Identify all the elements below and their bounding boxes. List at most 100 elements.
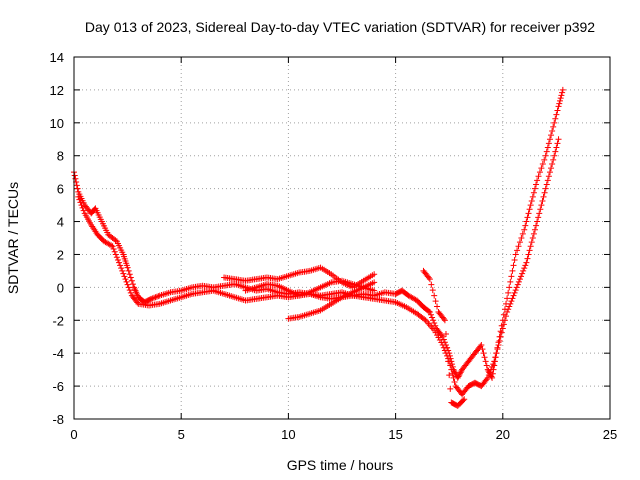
data-point bbox=[446, 372, 453, 379]
data-point bbox=[539, 160, 546, 167]
data-point bbox=[515, 243, 522, 250]
data-point bbox=[111, 248, 118, 255]
data-point bbox=[516, 276, 523, 283]
data-point bbox=[554, 140, 561, 147]
data-point bbox=[124, 264, 131, 271]
x-tick-label: 20 bbox=[496, 427, 510, 442]
data-point bbox=[447, 362, 454, 369]
data-point bbox=[508, 298, 515, 305]
data-point bbox=[554, 107, 561, 114]
data-point bbox=[496, 337, 503, 344]
data-point bbox=[519, 270, 526, 277]
data-point bbox=[549, 160, 556, 167]
data-point bbox=[546, 169, 553, 176]
y-tick-label: -2 bbox=[52, 313, 64, 328]
data-point bbox=[485, 372, 492, 379]
data-point bbox=[509, 267, 516, 274]
data-point bbox=[444, 352, 451, 359]
data-point bbox=[518, 273, 525, 280]
data-point bbox=[538, 165, 545, 172]
data-point bbox=[555, 103, 562, 110]
x-tick-label: 25 bbox=[603, 427, 617, 442]
data-point bbox=[441, 317, 448, 324]
data-point bbox=[533, 181, 540, 188]
data-point bbox=[125, 284, 132, 291]
data-point bbox=[527, 202, 534, 209]
y-axis-label: SDTVAR / TECUs bbox=[5, 182, 21, 294]
data-point bbox=[149, 295, 156, 302]
data-point bbox=[444, 344, 451, 351]
data-point bbox=[511, 256, 518, 263]
data-point bbox=[495, 341, 502, 348]
data-point bbox=[535, 173, 542, 180]
data-point bbox=[500, 321, 507, 328]
y-tick-label: -6 bbox=[52, 379, 64, 394]
data-point bbox=[77, 199, 84, 206]
data-point bbox=[450, 374, 457, 381]
data-point bbox=[483, 362, 490, 369]
data-point bbox=[493, 350, 500, 357]
data-point bbox=[461, 396, 468, 403]
y-tick-label: 10 bbox=[50, 116, 64, 131]
data-point bbox=[505, 289, 512, 296]
data-point bbox=[499, 325, 506, 332]
x-tick-label: 5 bbox=[178, 427, 185, 442]
data-point bbox=[552, 148, 559, 155]
data-point bbox=[440, 336, 447, 343]
data-point bbox=[112, 251, 119, 258]
y-tick-label: 4 bbox=[57, 215, 64, 230]
data-point bbox=[524, 214, 531, 221]
data-point bbox=[488, 373, 495, 380]
plot-frame bbox=[73, 56, 611, 420]
data-point bbox=[541, 156, 548, 163]
data-point bbox=[506, 303, 513, 310]
data-point bbox=[507, 278, 514, 285]
data-point bbox=[432, 322, 439, 329]
data-point bbox=[483, 376, 490, 383]
data-point bbox=[119, 267, 126, 274]
data-point bbox=[504, 295, 511, 302]
data-point bbox=[74, 185, 81, 192]
data-point bbox=[432, 298, 439, 305]
data-point bbox=[542, 185, 549, 192]
data-point bbox=[533, 222, 540, 229]
y-tick-label: 8 bbox=[57, 149, 64, 164]
data-point bbox=[124, 281, 131, 288]
data-point bbox=[526, 247, 533, 254]
data-point bbox=[109, 243, 116, 250]
data-point bbox=[451, 378, 458, 385]
data-point bbox=[506, 284, 513, 291]
axis-ticks bbox=[73, 56, 611, 420]
data-point bbox=[426, 276, 433, 283]
data-point bbox=[439, 333, 446, 340]
data-point bbox=[478, 341, 485, 348]
data-point bbox=[445, 358, 452, 365]
data-point bbox=[123, 278, 130, 285]
data-point bbox=[155, 293, 162, 300]
data-point bbox=[439, 341, 446, 348]
data-point bbox=[120, 270, 127, 277]
data-point bbox=[451, 369, 458, 376]
data-point bbox=[540, 193, 547, 200]
data-point bbox=[524, 255, 531, 262]
data-point bbox=[518, 235, 525, 241]
data-point bbox=[507, 300, 514, 307]
data-point bbox=[525, 210, 532, 217]
data-point bbox=[429, 314, 436, 321]
data-point bbox=[128, 277, 135, 284]
data-point bbox=[503, 313, 510, 320]
data-point bbox=[455, 373, 462, 380]
data-point bbox=[539, 197, 546, 204]
grid-lines bbox=[74, 57, 610, 419]
data-point bbox=[73, 182, 80, 189]
y-tick-label: 6 bbox=[57, 182, 64, 197]
data-point bbox=[72, 175, 79, 182]
data-point bbox=[75, 193, 82, 200]
data-point bbox=[545, 173, 552, 180]
data-point bbox=[153, 293, 160, 300]
data-point bbox=[534, 177, 541, 184]
data-point bbox=[536, 169, 543, 176]
x-axis-label: GPS time / hours bbox=[287, 457, 394, 473]
x-tick-label: 10 bbox=[281, 427, 295, 442]
data-point bbox=[492, 354, 499, 361]
